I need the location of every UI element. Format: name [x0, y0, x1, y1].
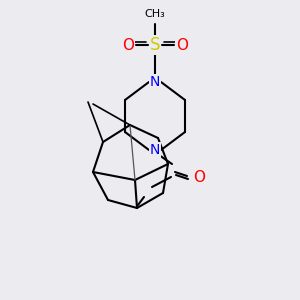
Text: S: S: [150, 36, 160, 54]
Text: CH₃: CH₃: [145, 9, 165, 19]
Text: O: O: [176, 38, 188, 52]
Text: N: N: [150, 75, 160, 89]
Text: O: O: [193, 170, 205, 185]
Text: N: N: [150, 143, 160, 157]
Text: O: O: [122, 38, 134, 52]
